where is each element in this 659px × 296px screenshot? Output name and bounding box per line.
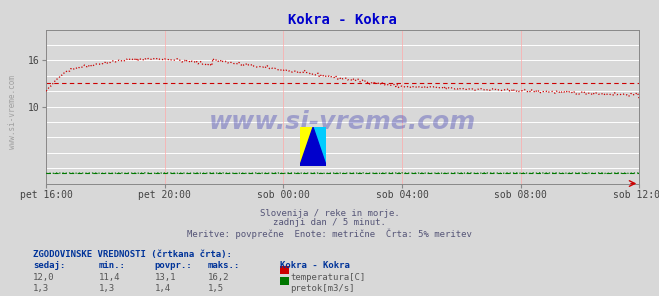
Title: Kokra - Kokra: Kokra - Kokra [288, 13, 397, 27]
Text: ZGODOVINSKE VREDNOSTI (črtkana črta):: ZGODOVINSKE VREDNOSTI (črtkana črta): [33, 250, 232, 259]
Text: min.:: min.: [99, 261, 126, 270]
Text: www.si-vreme.com: www.si-vreme.com [8, 75, 17, 149]
Text: 12,0: 12,0 [33, 273, 55, 281]
Text: povpr.:: povpr.: [155, 261, 192, 270]
Polygon shape [300, 127, 326, 166]
Text: 1,5: 1,5 [208, 284, 223, 293]
Bar [300, 127, 313, 166]
Text: 11,4: 11,4 [99, 273, 121, 281]
Text: zadnji dan / 5 minut.: zadnji dan / 5 minut. [273, 218, 386, 227]
Text: 1,3: 1,3 [99, 284, 115, 293]
Text: 1,3: 1,3 [33, 284, 49, 293]
Text: Slovenija / reke in morje.: Slovenija / reke in morje. [260, 209, 399, 218]
Text: maks.:: maks.: [208, 261, 240, 270]
Text: 1,4: 1,4 [155, 284, 171, 293]
Text: 13,1: 13,1 [155, 273, 177, 281]
Text: Meritve: povprečne  Enote: metrične  Črta: 5% meritev: Meritve: povprečne Enote: metrične Črta:… [187, 228, 472, 239]
Bar [313, 127, 326, 166]
Text: sedaj:: sedaj: [33, 261, 65, 270]
Text: www.si-vreme.com: www.si-vreme.com [209, 110, 476, 134]
Text: Kokra - Kokra: Kokra - Kokra [280, 261, 350, 270]
Text: pretok[m3/s]: pretok[m3/s] [291, 284, 355, 293]
Text: 16,2: 16,2 [208, 273, 229, 281]
Text: temperatura[C]: temperatura[C] [291, 273, 366, 281]
